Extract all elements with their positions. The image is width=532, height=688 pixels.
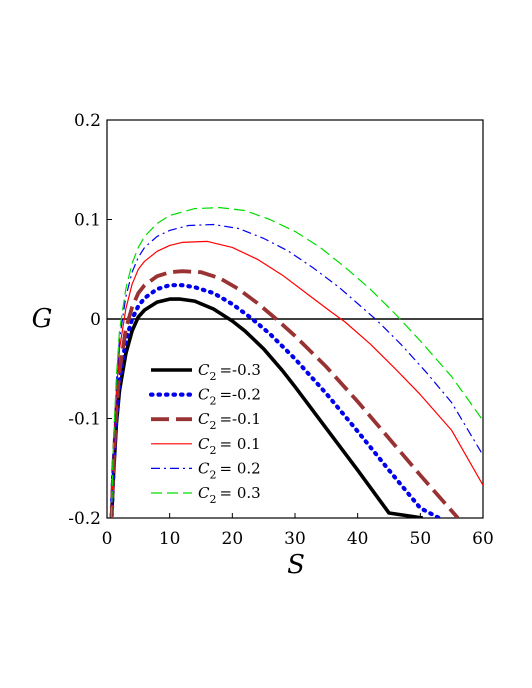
x-tick-label: 10 bbox=[159, 529, 181, 549]
legend-label-2: C2 =-0.2 bbox=[198, 386, 261, 408]
y-tick-label: -0.1 bbox=[68, 410, 101, 430]
x-ticks: 0 10 20 30 40 50 60 bbox=[102, 513, 494, 549]
plot-area: 0 10 20 30 40 50 60 -0.2 -0.1 0 0.1 0.2 bbox=[68, 111, 494, 549]
y-ticks: -0.2 -0.1 0 0.1 0.2 bbox=[68, 111, 112, 529]
y-tick-label: 0.1 bbox=[74, 211, 101, 231]
x-tick-label: 50 bbox=[410, 529, 432, 549]
y-tick-label: 0.2 bbox=[74, 111, 101, 131]
y-tick-label: -0.2 bbox=[68, 509, 101, 529]
y-axis-title: G bbox=[32, 304, 53, 334]
y-tick-label: 0 bbox=[90, 310, 101, 330]
legend-label-6: C2 = 0.3 bbox=[198, 484, 261, 506]
x-tick-label: 0 bbox=[102, 529, 113, 549]
series-line-6 bbox=[110, 207, 483, 518]
x-axis-title: S bbox=[287, 550, 305, 580]
x-tick-label: 30 bbox=[284, 529, 306, 549]
series-line-2 bbox=[109, 283, 442, 518]
legend-label-3: C2 =-0.1 bbox=[198, 410, 261, 432]
series-layer bbox=[109, 207, 483, 518]
x-tick-label: 60 bbox=[472, 529, 494, 549]
x-tick-label: 20 bbox=[222, 529, 244, 549]
series-line-4 bbox=[110, 240, 483, 518]
legend: C2 =-0.3 C2 =-0.2C2 =-0.1 C2 = 0.1C2 = 0.2 C2 = 0… bbox=[148, 361, 261, 506]
series-line-3 bbox=[109, 269, 460, 518]
legend-label-1: C2 =-0.3 bbox=[198, 361, 261, 383]
legend-label-4: C2 = 0.1 bbox=[198, 435, 261, 457]
x-tick-label: 40 bbox=[347, 529, 369, 549]
series-line-5 bbox=[110, 223, 483, 518]
legend-label-5: C2 = 0.2 bbox=[198, 459, 261, 481]
